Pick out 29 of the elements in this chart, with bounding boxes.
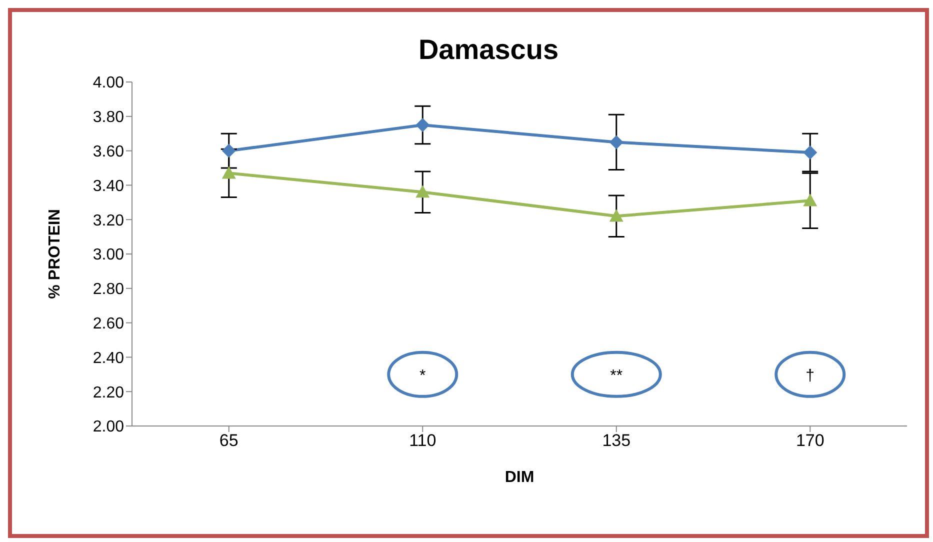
point <box>416 185 430 198</box>
x-axis-title: DIM <box>504 469 534 486</box>
y-axis-title: % PROTEIN <box>46 209 64 299</box>
point <box>222 144 236 158</box>
y-tick-label: 3.20 <box>92 212 124 230</box>
y-tick-label: 2.60 <box>92 315 124 332</box>
chart-title: Damascus <box>417 34 560 66</box>
y-tick-label: 2.80 <box>92 281 124 298</box>
y-tick-label: 3.80 <box>92 109 124 126</box>
annotation: ** <box>610 367 623 384</box>
point <box>803 194 818 206</box>
annotation: * <box>420 367 426 384</box>
x-tick-label: 135 <box>602 431 631 450</box>
x-tick-label: 170 <box>796 431 824 450</box>
x-tick-label: 65 <box>219 431 238 450</box>
x-tick-label: 110 <box>409 431 436 450</box>
y-tick-label: 2.20 <box>92 384 124 402</box>
point <box>609 135 624 150</box>
y-tick-label: 3.60 <box>92 143 124 160</box>
y-tick-label: 4.00 <box>92 74 124 92</box>
y-tick-label: 3.00 <box>92 246 124 264</box>
point <box>803 146 818 160</box>
point <box>222 166 236 179</box>
y-tick-label: 2.00 <box>92 418 124 436</box>
y-tick-label: 3.40 <box>92 178 124 195</box>
annotation: † <box>806 367 815 384</box>
y-tick-label: 2.40 <box>92 350 124 367</box>
point <box>416 118 430 132</box>
point <box>609 209 624 222</box>
